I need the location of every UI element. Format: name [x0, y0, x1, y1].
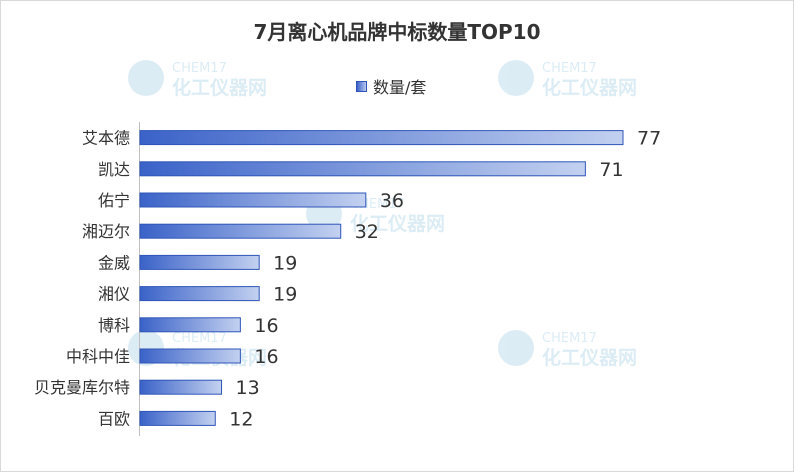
value-label-8: 13 [236, 377, 260, 399]
category-label-6: 博科 [98, 316, 130, 335]
category-label-4: 金威 [98, 253, 130, 272]
value-label-3: 32 [355, 221, 379, 243]
bar-9 [139, 410, 216, 426]
svg-text:CHEM17: CHEM17 [542, 61, 597, 76]
category-label-2: 佑宁 [98, 191, 130, 210]
svg-text:化工仪器网: 化工仪器网 [350, 212, 445, 235]
legend-swatch [356, 80, 367, 92]
value-label-5: 19 [273, 284, 297, 306]
value-label-2: 36 [380, 190, 404, 212]
svg-text:化工仪器网: 化工仪器网 [172, 76, 267, 99]
bar-1 [139, 161, 586, 177]
svg-text:化工仪器网: 化工仪器网 [542, 346, 637, 369]
bar-7 [139, 348, 241, 364]
bar-2 [139, 192, 367, 208]
svg-text:CHEM17: CHEM17 [542, 331, 597, 346]
category-label-0: 艾本德 [82, 129, 130, 148]
bar-6 [139, 317, 241, 333]
category-label-9: 百欧 [98, 409, 130, 428]
legend-label: 数量/套 [373, 78, 427, 97]
value-label-7: 16 [254, 346, 278, 368]
svg-text:化工仪器网: 化工仪器网 [542, 76, 637, 99]
category-label-7: 中科中佳 [66, 347, 130, 366]
value-label-1: 71 [599, 159, 623, 181]
bar-4 [139, 254, 260, 270]
value-label-4: 19 [273, 252, 297, 274]
bar-8 [139, 379, 223, 395]
value-label-9: 12 [229, 408, 253, 430]
bar-5 [139, 286, 260, 302]
value-label-0: 77 [637, 128, 661, 150]
value-label-6: 16 [254, 315, 278, 337]
svg-text:CHEM17: CHEM17 [172, 331, 227, 346]
bar-0 [139, 130, 624, 146]
category-label-5: 湘仪 [98, 285, 130, 304]
svg-text:CHEM17: CHEM17 [172, 61, 227, 76]
bar-3 [139, 223, 342, 239]
category-label-1: 凯达 [98, 160, 130, 179]
category-label-8: 贝克曼库尔特 [34, 378, 130, 397]
chart-title: 7月离心机品牌中标数量TOP10 [253, 20, 541, 44]
bars-group: 艾本德 77 凯达 71 佑宁 36 湘迈尔 32 金威 19 湘仪 19 博科 16 中科中佳 16 贝克曼库… [34, 128, 661, 431]
category-label-3: 湘迈尔 [82, 222, 130, 241]
legend: 数量/套 [356, 74, 426, 98]
